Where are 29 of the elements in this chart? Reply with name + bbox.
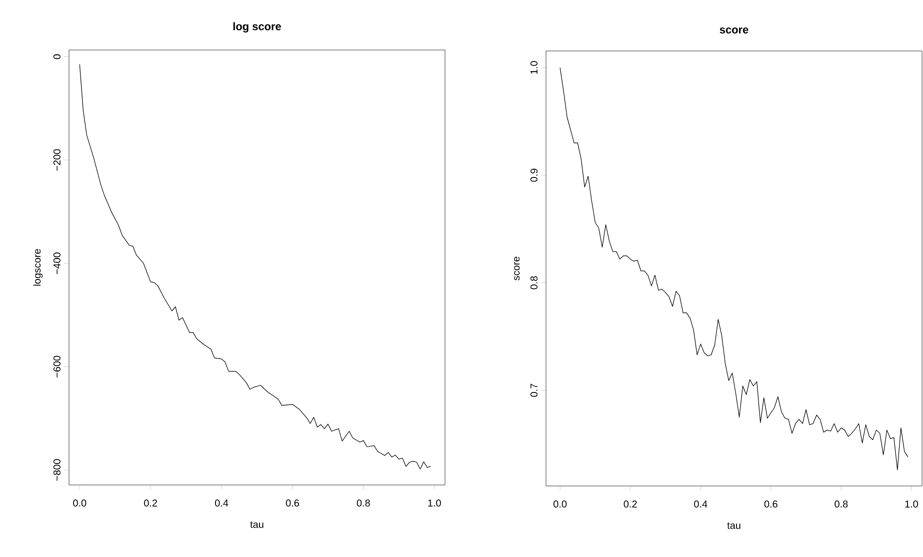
y-axis-title: score: [514, 256, 520, 280]
x-tick-label: 0.6: [286, 500, 299, 507]
x-tick-label: 0.8: [356, 500, 370, 507]
y-tick-label: −800: [53, 459, 60, 481]
x-tick-label: 0.8: [834, 500, 848, 508]
y-tick-label: 0.7: [530, 384, 538, 397]
y-tick-label: 0.9: [530, 168, 538, 182]
chart-title: score: [720, 27, 748, 34]
x-tick-label: 0.0: [73, 500, 86, 507]
x-tick-label: 0.4: [215, 500, 228, 507]
y-tick-label: 1.0: [530, 61, 538, 74]
y-axis-title: logscore: [33, 249, 43, 286]
line-series: [79, 64, 432, 470]
y-tick-label: 0.8: [530, 276, 538, 290]
x-tick-label: 0.6: [764, 500, 778, 508]
x-tick-label: 1.0: [428, 500, 441, 507]
x-axis-title: tau: [250, 521, 264, 528]
y-tick-label: −600: [53, 356, 60, 378]
y-tick-label: 0: [53, 54, 60, 60]
x-axis-title: tau: [727, 522, 740, 529]
line-series: [560, 67, 908, 470]
chart-title: log score: [233, 22, 281, 32]
x-tick-label: 0.2: [144, 500, 158, 507]
x-tick-label: 1.0: [905, 500, 918, 508]
x-tick-label: 0.2: [624, 500, 637, 508]
x-tick-label: 0.0: [554, 500, 567, 508]
y-tick-label: −400: [53, 252, 60, 274]
y-tick-label: −200: [53, 149, 60, 171]
x-tick-label: 0.4: [694, 500, 708, 508]
